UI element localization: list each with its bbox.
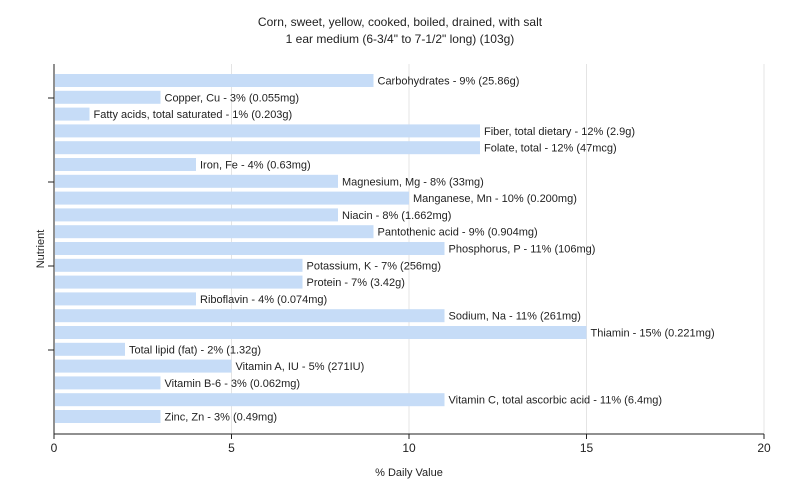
bar — [55, 258, 303, 272]
axes: 0 5 10 15 20 — [48, 64, 771, 455]
chart-title-block: Corn, sweet, yellow, cooked, boiled, dra… — [0, 14, 800, 48]
bar-data-label: Sodium, Na - 11% (261mg) — [449, 311, 581, 323]
x-tick-label: 0 — [51, 441, 58, 455]
bar-data-label: Niacin - 8% (1.662mg) — [342, 210, 451, 222]
bar-data-label: Vitamin B-6 - 3% (0.062mg) — [165, 378, 301, 390]
bar-data-label: Iron, Fe - 4% (0.63mg) — [200, 160, 311, 172]
x-tick-label: 10 — [402, 441, 416, 455]
bar — [55, 309, 445, 323]
bar-data-label: Riboflavin - 4% (0.074mg) — [200, 294, 327, 306]
bar — [55, 225, 374, 239]
bar-data-label: Manganese, Mn - 10% (0.200mg) — [413, 193, 577, 205]
bar — [55, 174, 338, 188]
bar-data-label: Magnesium, Mg - 8% (33mg) — [342, 176, 484, 188]
y-axis-title: Nutrient — [35, 230, 47, 269]
bar-data-label: Pantothenic acid - 9% (0.904mg) — [378, 227, 538, 239]
bar — [55, 191, 409, 205]
chart-subtitle: 1 ear medium (6-3/4" to 7-1/2" long) (10… — [285, 32, 515, 46]
bar-data-label: Folate, total - 12% (47mcg) — [484, 143, 617, 155]
bar-data-label: Vitamin C, total ascorbic acid - 11% (6.… — [449, 395, 663, 407]
bar-data-label: Carbohydrates - 9% (25.86g) — [378, 76, 520, 88]
x-tick-label: 20 — [757, 441, 771, 455]
chart-title: Corn, sweet, yellow, cooked, boiled, dra… — [257, 15, 543, 29]
bar-data-label: Phosphorus, P - 11% (106mg) — [449, 244, 596, 256]
bar — [55, 74, 374, 87]
bar-data-label: Protein - 7% (3.42g) — [307, 277, 405, 289]
bar-data-label: Potassium, K - 7% (256mg) — [307, 260, 442, 272]
bar — [55, 124, 480, 138]
x-tick-label: 5 — [228, 441, 235, 455]
bar — [55, 359, 232, 373]
bar — [55, 292, 196, 306]
bar — [55, 326, 587, 339]
bar-data-label: Fiber, total dietary - 12% (2.9g) — [484, 126, 635, 138]
bar-data-label: Copper, Cu - 3% (0.055mg) — [165, 92, 300, 104]
bar-data-label: Zinc, Zn - 3% (0.49mg) — [165, 412, 277, 424]
bar — [55, 208, 338, 222]
bar — [55, 141, 480, 155]
bar — [55, 90, 161, 104]
bar — [55, 410, 161, 423]
bar-data-label: Thiamin - 15% (0.221mg) — [591, 328, 715, 340]
x-axis-title: % Daily Value — [375, 467, 443, 479]
bar — [55, 158, 196, 171]
bar — [55, 242, 445, 255]
bar — [55, 342, 125, 356]
x-tick-label: 15 — [580, 441, 594, 455]
bar — [55, 376, 161, 390]
bar-data-label: Fatty acids, total saturated - 1% (0.203… — [94, 109, 293, 121]
bar — [55, 107, 90, 121]
bar-data-label: Total lipid (fat) - 2% (1.32g) — [129, 344, 261, 356]
bar — [55, 275, 303, 289]
bars: Carbohydrates - 9% (25.86g) Copper, Cu - … — [55, 74, 715, 424]
bar-data-label: Vitamin A, IU - 5% (271IU) — [236, 361, 365, 373]
bar — [55, 393, 445, 407]
